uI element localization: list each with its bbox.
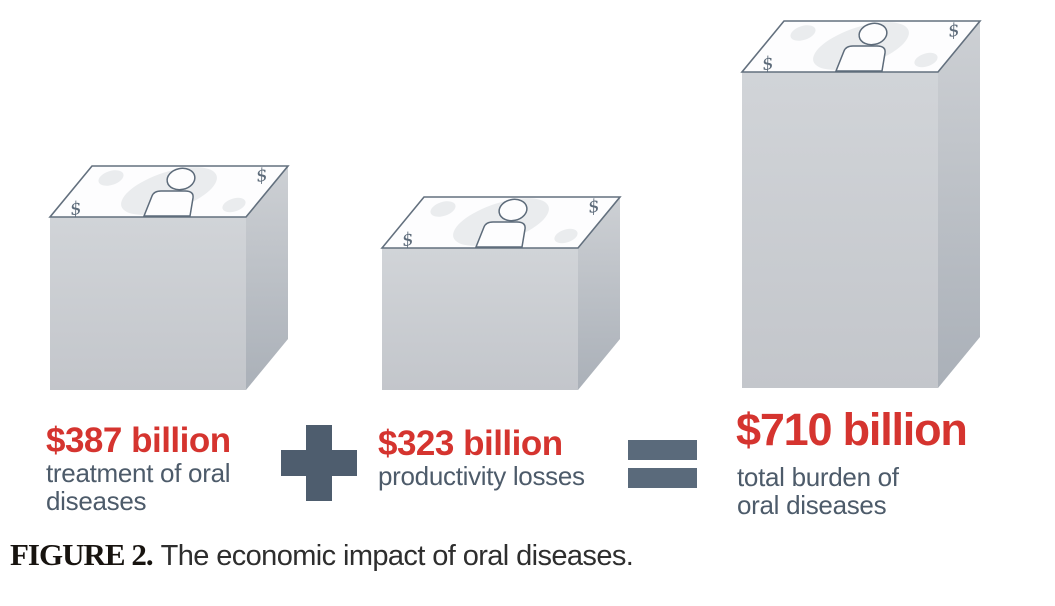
label-total-line1: total burden of	[737, 462, 899, 492]
money-stack-treatment	[49, 164, 289, 390]
box-front-face	[50, 217, 246, 390]
equals-bottom-bar	[628, 468, 697, 488]
plus-vertical-bar	[306, 425, 332, 501]
box-side-face	[246, 166, 288, 390]
money-stack-total	[741, 19, 981, 388]
box-side-face	[578, 197, 620, 390]
equals-icon	[628, 440, 697, 488]
label-total-line2: oral diseases	[737, 490, 887, 520]
box-front-face	[382, 248, 578, 390]
box-front-face	[742, 72, 938, 388]
value-productivity: $323 billion	[378, 424, 563, 463]
label-treatment-line1: treatment of oral	[46, 458, 231, 488]
label-total: total burden of oral diseases	[737, 463, 899, 519]
box-side-face	[938, 21, 980, 388]
label-productivity-line1: productivity losses	[378, 461, 585, 491]
label-treatment: treatment of oral diseases	[46, 458, 231, 516]
caption-text: The economic impact of oral diseases.	[160, 540, 634, 572]
money-stack-productivity	[381, 195, 621, 390]
equals-top-bar	[628, 440, 697, 460]
label-productivity: productivity losses	[378, 462, 585, 490]
caption-label: FIGURE 2.	[10, 537, 154, 572]
value-total: $710 billion	[736, 404, 968, 455]
plus-icon	[281, 425, 357, 501]
figure-caption: FIGURE 2. The economic impact of oral dis…	[10, 537, 634, 573]
label-treatment-line2: diseases	[46, 486, 147, 516]
value-treatment: $387 billion	[46, 421, 231, 460]
